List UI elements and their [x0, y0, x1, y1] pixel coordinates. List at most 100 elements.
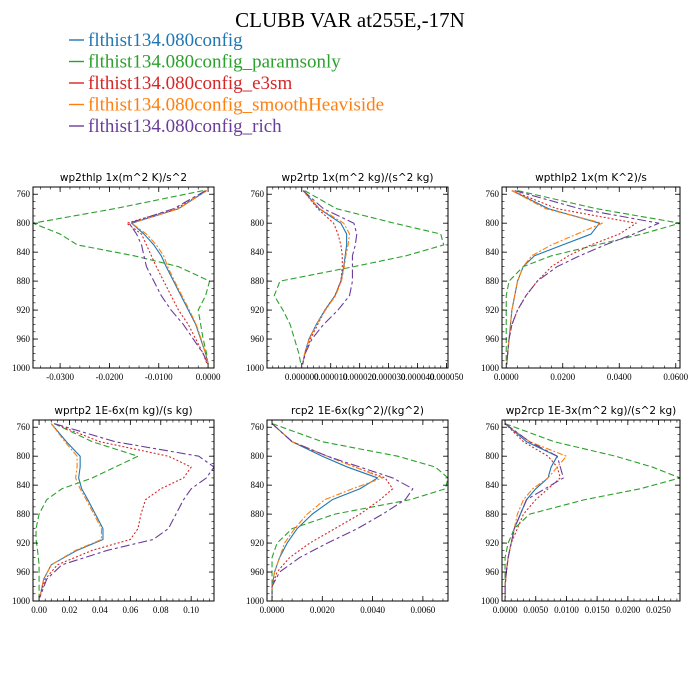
- x-tick-label: 0.000050: [430, 372, 464, 382]
- plot-frame: [501, 419, 681, 602]
- y-tick-label: 800: [251, 218, 265, 228]
- y-tick-label: 1000: [12, 596, 31, 606]
- x-tick-label: 0.10: [183, 605, 199, 615]
- y-tick-label: 920: [251, 538, 265, 548]
- y-tick-label: 880: [17, 276, 31, 286]
- y-tick-label: 920: [17, 538, 31, 548]
- series-group: [33, 190, 211, 365]
- x-tick-label: 0.0000: [493, 605, 518, 615]
- x-tick-label: 0.04: [92, 605, 108, 615]
- series-line: [35, 423, 139, 598]
- y-tick-label: 920: [251, 305, 265, 315]
- series-group: [505, 190, 680, 365]
- series-line: [271, 423, 394, 598]
- y-tick-label: 960: [486, 567, 500, 577]
- y-tick-label: 960: [17, 334, 31, 344]
- x-tick-label: -0.0200: [96, 372, 124, 382]
- y-tick-label: 760: [251, 422, 265, 432]
- plot-frame: [266, 419, 449, 602]
- y-tick-label: 1000: [481, 596, 500, 606]
- panel-title: wprtp2 1E-6x(m kg)/(s kg): [54, 405, 192, 417]
- legend: flthist134.080config flthist134.080config…: [69, 30, 384, 137]
- y-tick-label: 1000: [12, 363, 31, 373]
- y-tick-label: 960: [17, 567, 31, 577]
- series-line: [506, 190, 601, 365]
- series-line: [39, 423, 214, 598]
- chart-panel: wp2rcp 1E-3x(m^2 kg)/(s^2 kg) 760 800 840 88…: [481, 405, 681, 615]
- x-tick-label: 0.0000: [260, 605, 285, 615]
- y-tick-label: 960: [251, 334, 265, 344]
- y-tick-label: 880: [486, 509, 500, 519]
- series-group: [273, 190, 445, 365]
- series-line: [33, 190, 211, 365]
- figure-title: CLUBB VAR at255E,-17N: [235, 8, 465, 32]
- x-tick-label: 0.000010: [314, 372, 348, 382]
- series-line: [302, 190, 351, 365]
- series-line: [504, 423, 680, 598]
- y-tick-label: 960: [251, 567, 265, 577]
- panels: wp2thlp 1x(m^2 K)/s^2 760 800 840 880 920 960 1…: [12, 172, 689, 615]
- plot-frame: [266, 186, 449, 369]
- y-tick-label: 920: [17, 305, 31, 315]
- y-tick-label: 840: [17, 247, 31, 257]
- legend-label: flthist134.080config_e3sm: [88, 73, 292, 94]
- x-tick-label: 0.06: [122, 605, 138, 615]
- x-tick-label: 0.0200: [615, 605, 640, 615]
- series-group: [35, 423, 214, 598]
- series-line: [39, 423, 192, 598]
- x-tick-label: 0.000030: [372, 372, 406, 382]
- x-tick-label: 0.0020: [310, 605, 335, 615]
- series-line: [271, 423, 384, 598]
- y-tick-label: 800: [486, 451, 500, 461]
- chart-panel: rcp2 1E-6x(kg^2)/(kg^2) 760 800 840 880 920 96…: [246, 405, 449, 615]
- x-tick-label: 0.02: [62, 605, 78, 615]
- series-line: [128, 190, 209, 365]
- legend-label: flthist134.080config_rich: [88, 116, 282, 137]
- series-line: [302, 190, 348, 365]
- x-tick-label: 0.0060: [410, 605, 435, 615]
- series-line: [302, 190, 358, 365]
- x-tick-label: 0.0000: [196, 372, 221, 382]
- series-line: [271, 423, 448, 598]
- y-tick-label: 1000: [246, 363, 265, 373]
- x-tick-label: 0.0400: [607, 372, 632, 382]
- series-line: [504, 423, 561, 598]
- series-line: [302, 190, 343, 365]
- panel-title: rcp2 1E-6x(kg^2)/(kg^2): [291, 405, 424, 417]
- panel-title: wp2thlp 1x(m^2 K)/s^2: [60, 172, 187, 184]
- y-tick-label: 840: [486, 247, 500, 257]
- series-group: [504, 423, 680, 598]
- series-group: [271, 423, 448, 598]
- x-tick-label: 0.0250: [646, 605, 671, 615]
- y-tick-label: 1000: [481, 363, 500, 373]
- plot-frame: [32, 419, 215, 602]
- series-line: [271, 423, 414, 598]
- y-tick-label: 960: [486, 334, 500, 344]
- x-tick-label: 0.0000: [494, 372, 519, 382]
- x-tick-label: 0.000040: [401, 372, 435, 382]
- x-tick-label: 0.0600: [663, 372, 688, 382]
- y-tick-label: 760: [17, 422, 31, 432]
- x-tick-label: 0.0200: [550, 372, 575, 382]
- x-tick-label: 0.08: [153, 605, 169, 615]
- y-tick-label: 760: [486, 422, 500, 432]
- y-tick-label: 840: [486, 480, 500, 490]
- series-line: [506, 190, 660, 365]
- y-tick-label: 840: [251, 247, 265, 257]
- y-tick-label: 880: [17, 509, 31, 519]
- y-tick-label: 800: [17, 451, 31, 461]
- series-line: [506, 190, 637, 365]
- y-tick-label: 840: [251, 480, 265, 490]
- x-tick-label: 0.000000: [285, 372, 319, 382]
- y-tick-label: 760: [251, 189, 265, 199]
- panel-title: wp2rtp 1x(m^2 kg)/(s^2 kg): [281, 172, 433, 184]
- legend-label: flthist134.080config: [88, 30, 243, 51]
- x-tick-label: -0.0300: [46, 372, 74, 382]
- y-tick-label: 800: [17, 218, 31, 228]
- chart-panel: wprtp2 1E-6x(m kg)/(s kg) 760 800 840 880 920…: [12, 405, 215, 615]
- y-tick-label: 840: [17, 480, 31, 490]
- y-tick-label: 800: [251, 451, 265, 461]
- x-tick-label: 0.0040: [360, 605, 385, 615]
- plot-frame: [501, 186, 681, 369]
